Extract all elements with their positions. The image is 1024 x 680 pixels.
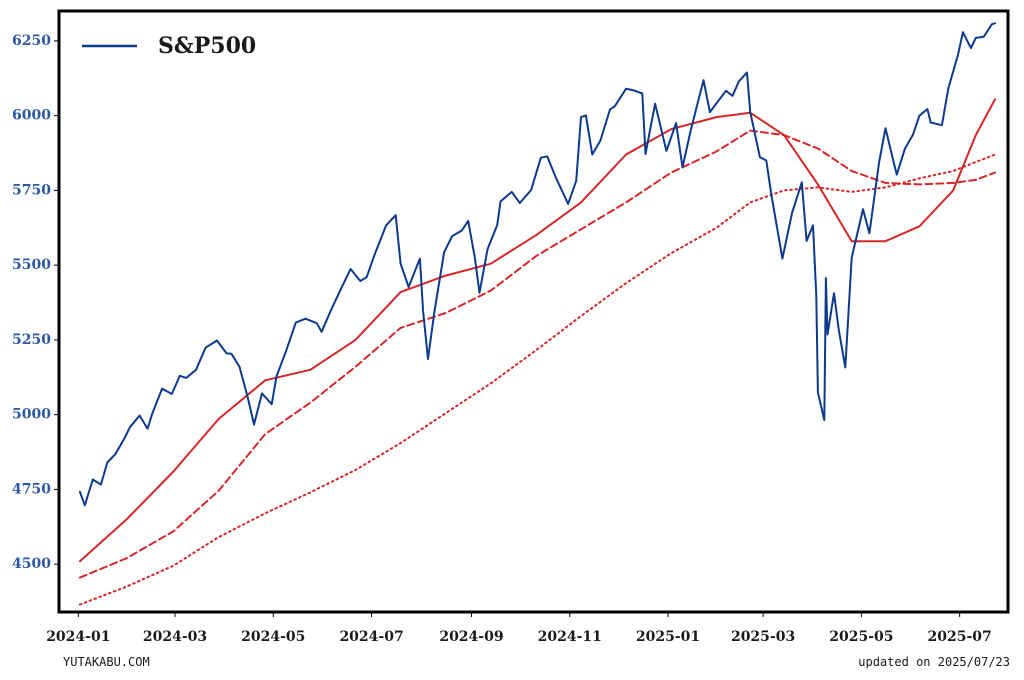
legend-label: S&P500 [158, 33, 256, 59]
y-tick-label: 5500 [12, 257, 51, 273]
y-tick-label: 5000 [12, 407, 51, 423]
x-tick-label: 2024-11 [538, 629, 602, 645]
updated-footer: updated on 2025/07/23 [858, 655, 1010, 669]
x-tick-label: 2025-05 [829, 629, 893, 645]
y-tick-label: 5750 [12, 182, 51, 198]
y-tick-label: 4750 [12, 481, 51, 497]
ma-dashed-line [78, 129, 997, 579]
y-tick-label: 5250 [12, 332, 51, 348]
plot-frame [57, 9, 1010, 614]
y-tick-label: 4500 [12, 556, 51, 572]
ma-solid-line [78, 98, 997, 563]
x-tick-label: 2024-09 [439, 629, 503, 645]
y-tick-label: 6250 [12, 33, 51, 49]
x-tick-label: 2024-01 [46, 629, 110, 645]
price-line [78, 22, 997, 507]
x-tick-label: 2025-07 [928, 629, 992, 645]
series-layer [78, 22, 997, 606]
legend: S&P500 [82, 33, 256, 59]
y-axis-ticks: 4500 4750 5000 5250 5500 5750 6000 6250 [12, 33, 59, 572]
x-tick-label: 2025-01 [636, 629, 700, 645]
y-tick-label: 6000 [12, 108, 51, 124]
x-tick-label: 2024-05 [241, 629, 305, 645]
x-tick-label: 2024-03 [143, 629, 207, 645]
x-tick-label: 2024-07 [339, 629, 403, 645]
ma-dotted-line [78, 153, 997, 606]
x-axis-ticks: 2024-01 2024-03 2024-05 2024-07 2024-09 2024-… [46, 612, 992, 645]
x-tick-label: 2025-03 [731, 629, 795, 645]
site-footer: YUTAKABU.COM [63, 655, 150, 669]
